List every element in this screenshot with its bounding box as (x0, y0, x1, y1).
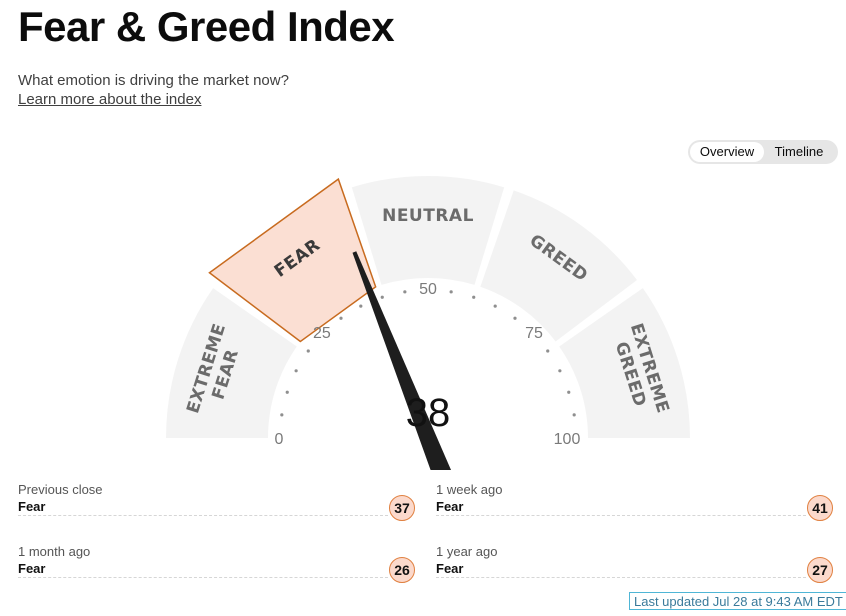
history-rating: Fear (436, 499, 464, 514)
gauge-segment-fear (208, 177, 377, 343)
gauge-tick-dot (513, 316, 517, 320)
gauge-segment-neutral (351, 176, 505, 285)
gauge-tick-dot (493, 304, 497, 308)
history-divider (436, 515, 806, 516)
gauge-tick-dot (294, 369, 298, 373)
history-1-year-ago: 1 year ago Fear 27 (436, 544, 834, 584)
gauge-tick-dot (280, 413, 284, 417)
history-value-badge: 26 (389, 557, 415, 583)
history-rating: Fear (18, 499, 46, 514)
gauge-tick-dot (380, 295, 384, 299)
gauge-tick-dot (472, 295, 476, 299)
gauge-tick-dot (567, 390, 571, 394)
timeline-toggle-button[interactable]: Timeline (774, 144, 824, 159)
history-label: Previous close (18, 482, 103, 497)
history-label: 1 month ago (18, 544, 91, 559)
history-label: 1 year ago (436, 544, 498, 559)
gauge-segment-label-neutral: NEUTRAL (382, 206, 474, 226)
last-updated-timestamp: Last updated Jul 28 at 9:43 AM EDT (629, 592, 846, 610)
history-divider (18, 515, 388, 516)
gauge-tick-dot (572, 413, 576, 417)
history-divider (18, 577, 388, 578)
overview-toggle-button[interactable]: Overview (690, 142, 764, 162)
gauge-tick-label: 100 (554, 431, 581, 448)
gauge-segment-extreme-greed (559, 288, 690, 438)
gauge-segment-greed (480, 190, 637, 342)
history-previous-close: Previous close Fear 37 (18, 482, 416, 522)
gauge-tick-dot (546, 349, 550, 353)
fear-greed-gauge: EXTREMEFEARFEARNEUTRALGREEDEXTREMEGREED … (166, 176, 690, 470)
history-value-badge: 37 (389, 495, 415, 521)
history-rating: Fear (18, 561, 46, 576)
gauge-tick-dot (285, 390, 289, 394)
gauge-tick-dot (359, 304, 363, 308)
history-divider (436, 577, 806, 578)
history-value-badge: 27 (807, 557, 833, 583)
gauge-tick-label: 50 (419, 281, 437, 298)
gauge-tick-label: 0 (275, 431, 284, 448)
history-1-month-ago: 1 month ago Fear 26 (18, 544, 416, 584)
history-label: 1 week ago (436, 482, 503, 497)
learn-more-link[interactable]: Learn more about the index (18, 91, 202, 108)
gauge-tick-dot (558, 369, 562, 373)
history-1-week-ago: 1 week ago Fear 41 (436, 482, 834, 522)
gauge-tick-dot (306, 349, 310, 353)
gauge-tick-dot (339, 316, 343, 320)
history-value-badge: 41 (807, 495, 833, 521)
gauge-segment-extreme-fear (166, 288, 297, 438)
gauge-tick-dot (403, 290, 407, 294)
page-subtitle: What emotion is driving the market now? (18, 72, 289, 89)
current-score: 38 (406, 391, 451, 435)
gauge-tick-dot (449, 290, 453, 294)
gauge-needle (352, 251, 452, 470)
view-toggle: Overview Timeline (688, 140, 838, 164)
gauge-tick-label: 25 (313, 325, 331, 342)
page-title: Fear & Greed Index (18, 3, 395, 50)
history-rating: Fear (436, 561, 464, 576)
gauge-tick-label: 75 (525, 325, 543, 342)
